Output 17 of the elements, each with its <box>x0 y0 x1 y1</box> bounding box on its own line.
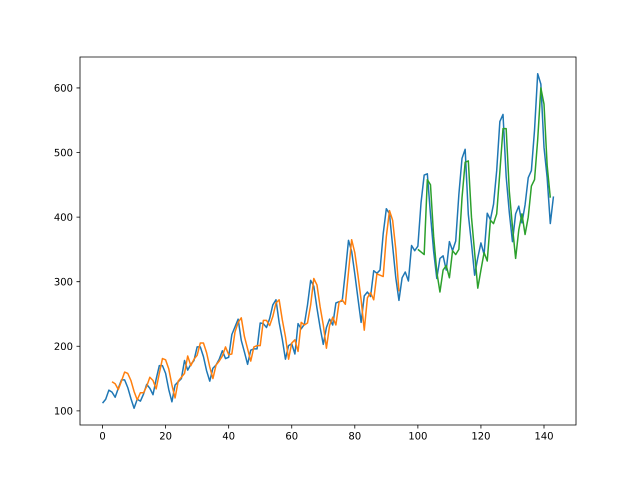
x-tick-label: 140 <box>536 432 553 440</box>
y-tick-label: 200 <box>54 342 72 350</box>
x-tick-label: 60 <box>286 432 298 440</box>
y-tick-label: 400 <box>54 213 72 221</box>
x-tick-label: 40 <box>222 432 234 440</box>
y-tick-label: 100 <box>54 407 72 415</box>
x-tick-label: 100 <box>409 432 427 440</box>
y-tick-label: 300 <box>54 278 72 286</box>
y-tick-label: 500 <box>54 148 72 156</box>
line-series <box>102 72 554 410</box>
x-tick-label: 80 <box>349 432 361 440</box>
line-series <box>417 87 552 293</box>
line-series <box>111 210 400 401</box>
x-tick-label: 20 <box>160 432 172 440</box>
x-tick-label: 120 <box>472 432 490 440</box>
x-tick-label: 0 <box>100 432 106 440</box>
y-tick-label: 600 <box>54 84 72 92</box>
